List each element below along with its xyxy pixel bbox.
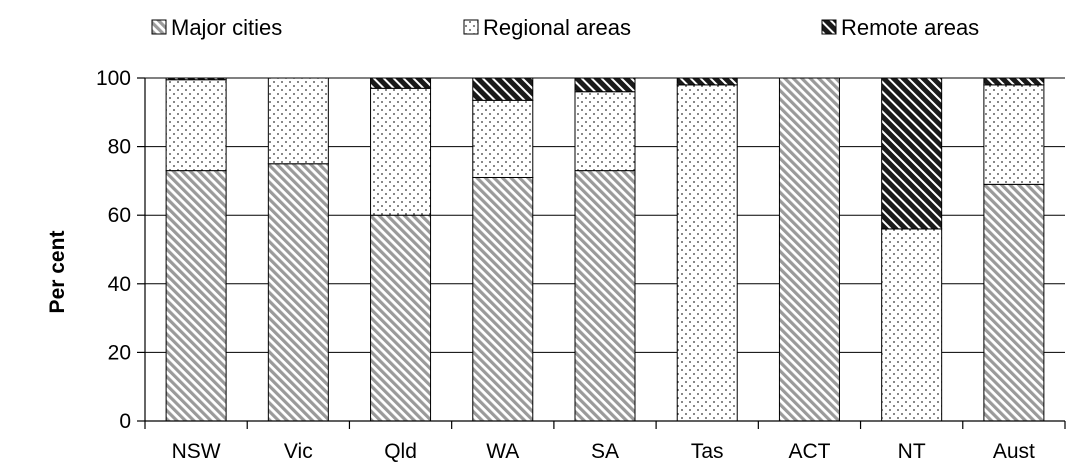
- bar-sa-remote-areas: [574, 77, 636, 93]
- bar-qld-regional-areas: [370, 87, 432, 216]
- bar-aust-remote-areas: [983, 77, 1045, 86]
- bar-wa-remote-areas: [472, 77, 534, 101]
- bar-sa-regional-areas: [574, 91, 636, 172]
- legend-label: Regional areas: [483, 15, 631, 40]
- axes: [137, 77, 1066, 429]
- bar-sa-major-cities: [574, 170, 636, 422]
- bar-wa-regional-areas: [472, 99, 534, 178]
- y-tick-label-80: 80: [108, 136, 131, 159]
- x-tick-label-qld: Qld: [384, 440, 417, 463]
- bar-act-major-cities: [778, 77, 840, 422]
- bar-group-act: [778, 77, 840, 422]
- bar-nt-remote-areas: [881, 77, 943, 230]
- bars: [165, 77, 1045, 422]
- y-tick-labels: 0 20 40 60 80 100: [96, 67, 131, 433]
- x-tick-label-aust: Aust: [993, 440, 1035, 463]
- y-tick-label-60: 60: [108, 204, 131, 227]
- bar-group-nt: [881, 77, 943, 422]
- legend-label: Major cities: [171, 15, 282, 40]
- bar-nsw-major-cities: [165, 170, 227, 422]
- legend-item-major-cities: Major cities: [151, 15, 282, 40]
- bar-group-qld: [370, 77, 432, 422]
- x-tick-label-vic: Vic: [284, 440, 313, 463]
- x-tick-label-sa: SA: [591, 440, 619, 463]
- legend-swatch: [463, 19, 479, 35]
- y-tick-label-100: 100: [96, 67, 131, 90]
- bar-aust-major-cities: [983, 183, 1045, 422]
- x-tick-label-nsw: NSW: [172, 440, 221, 463]
- x-tick-label-wa: WA: [486, 440, 519, 463]
- legend-swatch: [821, 19, 837, 35]
- bar-tas-regional-areas: [676, 84, 738, 422]
- legend-item-regional-areas: Regional areas: [463, 15, 631, 40]
- bar-wa-major-cities: [472, 176, 534, 422]
- bar-vic-major-cities: [267, 163, 329, 422]
- legend-swatch: [151, 19, 167, 35]
- x-tick-label-tas: Tas: [691, 440, 724, 463]
- y-tick-label-40: 40: [108, 273, 131, 296]
- x-tick-label-nt: NT: [898, 440, 926, 463]
- legend-item-remote-areas: Remote areas: [821, 15, 979, 40]
- bar-tas-remote-areas: [676, 77, 738, 86]
- bar-nsw-regional-areas: [165, 79, 227, 172]
- x-tick-labels: NSW Vic Qld WA SA Tas ACT NT Aust: [172, 440, 1035, 463]
- legend-label: Remote areas: [841, 15, 979, 40]
- x-tick-label-act: ACT: [788, 440, 830, 463]
- bar-aust-regional-areas: [983, 84, 1045, 185]
- legend: Major cities Regional areas Remote areas: [151, 15, 979, 40]
- y-tick-label-20: 20: [108, 341, 131, 364]
- bar-nt-regional-areas: [881, 228, 943, 422]
- bar-group-nsw: [165, 77, 227, 422]
- bar-group-wa: [472, 77, 534, 422]
- y-tick-label-0: 0: [119, 410, 131, 433]
- bar-group-tas: [676, 77, 738, 422]
- bar-group-vic: [267, 77, 329, 422]
- bar-vic-regional-areas: [267, 77, 329, 165]
- y-axis-title: Per cent: [46, 231, 69, 314]
- bar-nsw-remote-areas: [165, 77, 227, 81]
- bar-group-sa: [574, 77, 636, 422]
- bar-group-aust: [983, 77, 1045, 422]
- bar-qld-major-cities: [370, 214, 432, 422]
- bar-qld-remote-areas: [370, 77, 432, 89]
